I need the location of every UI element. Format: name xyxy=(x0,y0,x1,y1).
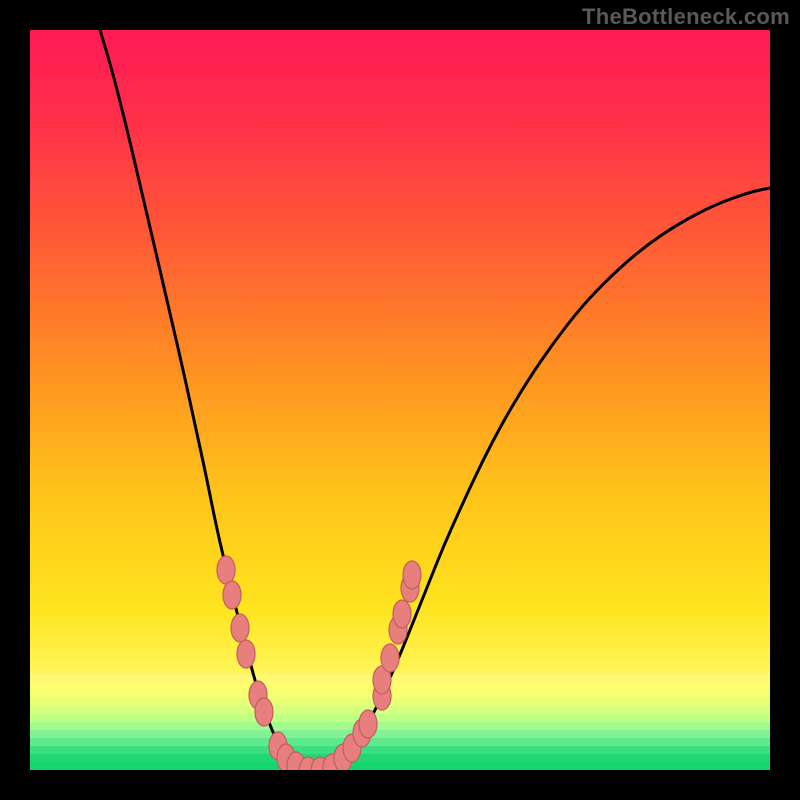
data-marker xyxy=(231,614,249,642)
data-marker xyxy=(255,698,273,726)
data-marker xyxy=(381,644,399,672)
data-marker xyxy=(237,640,255,668)
v-curve-path xyxy=(100,30,770,770)
data-marker xyxy=(217,556,235,584)
v-curve-layer xyxy=(30,30,770,770)
watermark-text: TheBottleneck.com xyxy=(582,4,790,30)
chart-canvas: TheBottleneck.com xyxy=(0,0,800,800)
data-marker xyxy=(393,600,411,628)
data-marker xyxy=(359,710,377,738)
plot-area xyxy=(30,30,770,770)
data-marker xyxy=(223,581,241,609)
data-marker xyxy=(403,561,421,589)
